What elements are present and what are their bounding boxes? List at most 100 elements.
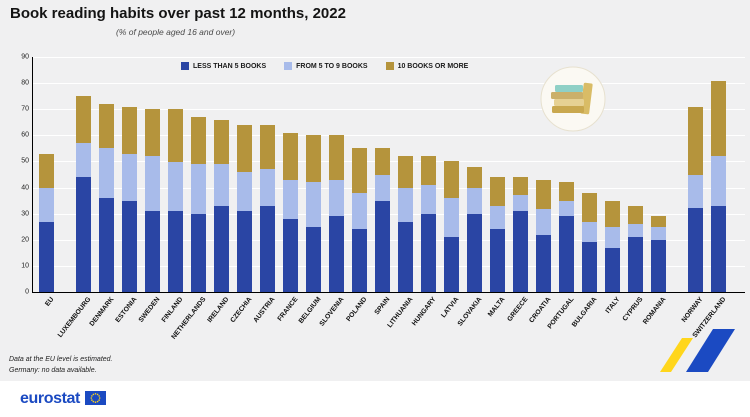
footnotes: Data at the EU level is estimated. Germa…: [9, 355, 113, 377]
bar-segment: [711, 156, 726, 206]
bar-segment: [76, 96, 91, 144]
y-tick-label: 60: [21, 131, 29, 139]
legend-item: LESS THAN 5 BOOKS: [181, 62, 266, 70]
bar-segment: [39, 153, 54, 188]
bar-segment: [99, 198, 114, 292]
bar-segment: [76, 177, 91, 292]
bar-column: PORTUGAL: [547, 57, 576, 330]
bar-column: EU: [39, 57, 56, 308]
y-tick-label: 20: [21, 236, 29, 244]
gridline: [33, 57, 745, 58]
chart-title: Book reading habits over past 12 months,…: [10, 5, 346, 22]
bar-segment: [605, 200, 620, 227]
legend-swatch-icon: [284, 62, 293, 70]
footnote-eu-estimated: Data at the EU level is estimated.: [9, 356, 113, 363]
bar-segment: [490, 177, 505, 206]
bar-segment: [536, 234, 551, 292]
eurostat-logo: eurostat: [20, 390, 80, 407]
bar-segment: [375, 200, 390, 292]
bar-column: POLAND: [345, 57, 369, 323]
gridline: [33, 135, 745, 137]
bar-segment: [329, 216, 344, 292]
bar-segment: [145, 109, 160, 157]
y-tick-label: 10: [21, 262, 29, 270]
bar-column: CROATIA: [528, 57, 553, 324]
bar-segment: [39, 221, 54, 292]
legend-swatch-icon: [385, 62, 394, 70]
bar-segment: [711, 80, 726, 157]
bar-column: SLOVENIA: [319, 57, 346, 328]
bar-segment: [283, 218, 298, 292]
bar-segment: [329, 135, 344, 180]
legend-label: 10 BOOKS OR MORE: [397, 62, 469, 70]
bar-column: LITHUANIA: [386, 57, 415, 329]
bar-column: SWITZERLAND: [692, 57, 728, 339]
bar-segment: [375, 174, 390, 201]
legend-label: FROM 5 TO 9 BOOKS: [296, 62, 368, 70]
bar-segment: [99, 104, 114, 149]
bar-column: LUXEMBOURG: [57, 57, 93, 339]
bar-column: BULGARIA: [571, 57, 599, 329]
eu-flag-icon: [84, 390, 106, 410]
bar-segment: [688, 208, 703, 292]
bar-column: SPAIN: [374, 57, 392, 316]
y-tick-label: 90: [21, 53, 29, 61]
bar-segment: [375, 148, 390, 175]
bar-column: FINLAND: [161, 57, 185, 324]
bar-segment: [421, 185, 436, 214]
legend-item: 10 BOOKS OR MORE: [385, 62, 469, 70]
bar-segment: [214, 205, 229, 292]
bar-segment: [99, 148, 114, 198]
y-tick-label: 50: [21, 157, 29, 165]
bar-segment: [237, 124, 252, 172]
bar-column: CYPRUS: [622, 57, 645, 323]
bar-segment: [260, 205, 275, 292]
legend-swatch-icon: [181, 62, 189, 70]
bar-segment: [122, 200, 137, 292]
bar-segment: [628, 205, 643, 225]
y-tick-label: 30: [21, 210, 29, 218]
bar-column: SLOVAKIA: [457, 57, 484, 328]
bar-segment: [536, 179, 551, 209]
footer-bar: eurostat: [0, 381, 750, 417]
bar-segment: [536, 208, 551, 235]
legend-item: FROM 5 TO 9 BOOKS: [284, 62, 368, 70]
bar-segment: [168, 211, 183, 292]
bar-segment: [191, 213, 206, 292]
bar-segment: [582, 221, 597, 243]
bar-segment: [651, 226, 666, 240]
bar-segment: [76, 143, 91, 178]
bar-segment: [490, 229, 505, 292]
bar-column: LATVIA: [440, 57, 461, 319]
bar-column: NORWAY: [681, 57, 705, 324]
bar-segment: [467, 166, 482, 188]
bar-segment: [444, 161, 459, 199]
bar-segment: [467, 187, 482, 214]
bar-segment: [145, 156, 160, 212]
bar-segment: [39, 187, 54, 222]
bar-segment: [329, 179, 344, 217]
plot-area: 0 10 20 30 40 50 60 70 80 90 EU LUXEMBOURG DENMARK E…: [21, 54, 745, 341]
books-illustration-icon: [540, 66, 606, 137]
bar-segment: [628, 237, 643, 292]
bar-segment: [260, 124, 275, 170]
bar-segment: [490, 205, 505, 230]
bar-segment: [605, 226, 620, 248]
bar-column: MALTA: [487, 57, 507, 318]
bar-segment: [513, 211, 528, 292]
bar-column: AUSTRIA: [252, 57, 277, 324]
bar-segment: [651, 216, 666, 227]
y-tick-label: 70: [21, 105, 29, 113]
bar-segment: [237, 171, 252, 212]
bar-segment: [260, 169, 275, 206]
bar-segment: [237, 211, 252, 292]
bar-segment: [352, 192, 367, 230]
bar-segment: [444, 198, 459, 238]
y-tick-label: 40: [21, 184, 29, 192]
footnote-germany: Germany: no data available.: [9, 366, 97, 374]
bar-segment: [467, 213, 482, 292]
bar-segment: [214, 119, 229, 165]
bar-column: ITALY: [605, 57, 622, 315]
chart-subtitle: (% of people aged 16 and over): [116, 27, 236, 37]
